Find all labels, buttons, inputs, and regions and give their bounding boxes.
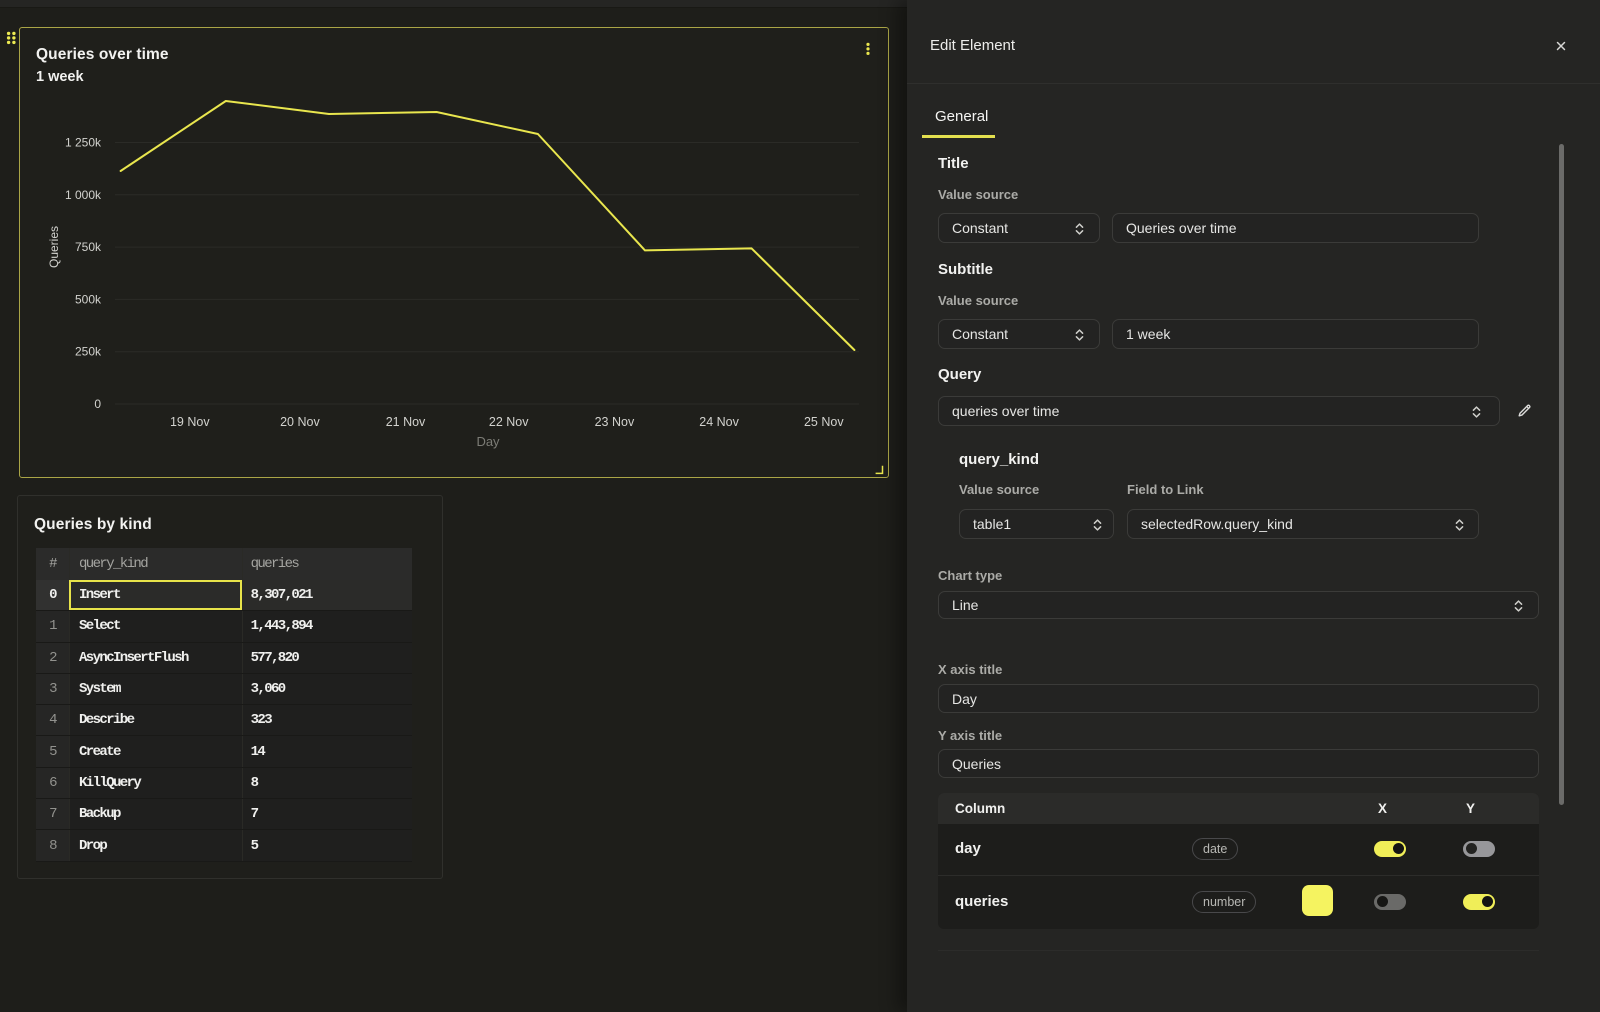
svg-text:1 250k: 1 250k bbox=[65, 136, 102, 150]
svg-text:23 Nov: 23 Nov bbox=[595, 415, 635, 429]
svg-text:250k: 250k bbox=[75, 345, 102, 359]
svg-text:750k: 750k bbox=[75, 240, 102, 254]
svg-text:20 Nov: 20 Nov bbox=[280, 415, 320, 429]
svg-text:1 000k: 1 000k bbox=[65, 188, 102, 202]
svg-text:Day: Day bbox=[476, 434, 500, 449]
svg-text:22 Nov: 22 Nov bbox=[489, 415, 529, 429]
svg-text:0: 0 bbox=[94, 397, 101, 411]
svg-text:21 Nov: 21 Nov bbox=[386, 415, 426, 429]
svg-text:24 Nov: 24 Nov bbox=[699, 415, 739, 429]
svg-text:25 Nov: 25 Nov bbox=[804, 415, 844, 429]
svg-text:Queries: Queries bbox=[47, 226, 61, 268]
svg-text:19 Nov: 19 Nov bbox=[170, 415, 210, 429]
svg-text:500k: 500k bbox=[75, 292, 102, 306]
